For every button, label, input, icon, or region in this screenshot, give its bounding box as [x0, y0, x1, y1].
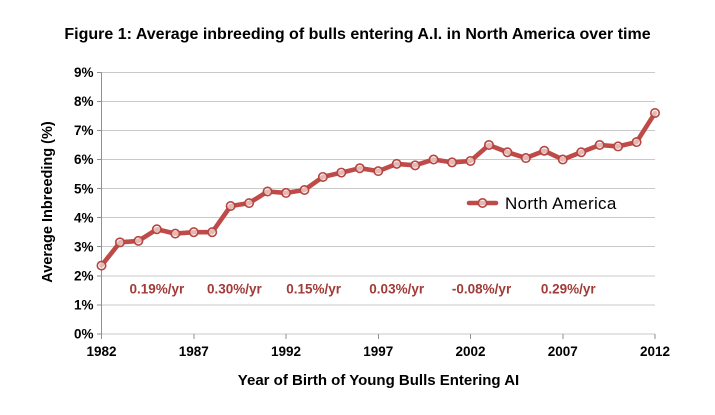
data-point-marker: [354, 163, 365, 174]
data-point-marker: [188, 227, 199, 238]
x-axis-title: Year of Birth of Young Bulls Entering AI: [237, 372, 520, 389]
trend-annotation: 0.15%/yr: [286, 282, 342, 297]
data-point-marker: [613, 141, 624, 152]
y-tick-label: 1%: [74, 298, 94, 313]
data-point-marker: [225, 201, 236, 212]
y-tick-label: 7%: [74, 123, 94, 138]
data-point-marker: [336, 167, 347, 178]
data-point-marker: [576, 147, 587, 158]
x-tick-label: 2012: [640, 344, 670, 359]
series-line: [99, 110, 658, 268]
data-point-marker: [391, 158, 402, 169]
x-tick-label: 1992: [271, 344, 301, 359]
trend-annotation: 0.19%/yr: [129, 282, 185, 297]
trend-annotation: 0.03%/yr: [369, 282, 425, 297]
figure-title: Figure 1: Average inbreeding of bulls en…: [64, 26, 651, 43]
data-point-marker: [594, 139, 605, 150]
data-point-marker: [317, 171, 328, 182]
data-point-marker: [428, 154, 439, 165]
data-point-marker: [520, 153, 531, 164]
data-point-marker: [539, 145, 550, 156]
y-tick-label: 3%: [74, 239, 94, 254]
data-point-marker: [373, 166, 384, 177]
data-point-marker: [631, 137, 642, 148]
y-tick-label: 4%: [74, 210, 94, 225]
data-point-marker: [410, 160, 421, 171]
data-point-marker: [151, 224, 162, 235]
data-point-marker: [207, 227, 218, 238]
data-point-marker: [114, 237, 125, 248]
trend-annotation: 0.30%/yr: [207, 282, 263, 297]
trend-annotation: 0.29%/yr: [541, 282, 597, 297]
data-point-marker: [262, 186, 273, 197]
x-tick-label: 1987: [179, 344, 209, 359]
x-tick-label: 1997: [363, 344, 393, 359]
y-tick-label: 6%: [74, 152, 94, 167]
data-point-marker: [280, 187, 291, 198]
x-tick-label: 2002: [455, 344, 485, 359]
y-tick-label: 5%: [74, 181, 94, 196]
data-point-marker: [133, 235, 144, 246]
legend-marker: [477, 198, 488, 209]
data-point-marker: [483, 139, 494, 150]
y-tick-label: 8%: [74, 94, 94, 109]
y-tick-label: 0%: [74, 327, 94, 342]
data-point-marker: [96, 260, 107, 271]
data-point-marker: [447, 157, 458, 168]
legend-label: North America: [505, 194, 617, 213]
data-point-marker: [502, 147, 513, 158]
y-tick-label: 2%: [74, 268, 94, 283]
data-point-marker: [465, 155, 476, 166]
x-tick-label: 1982: [86, 344, 116, 359]
data-point-marker: [649, 107, 660, 118]
trend-annotation: -0.08%/yr: [452, 282, 512, 297]
data-point-marker: [244, 198, 255, 209]
y-tick-label: 9%: [74, 65, 94, 80]
data-point-marker: [557, 154, 568, 165]
x-tick-label: 2007: [548, 344, 578, 359]
data-point-marker: [299, 185, 310, 196]
data-point-marker: [170, 228, 181, 239]
